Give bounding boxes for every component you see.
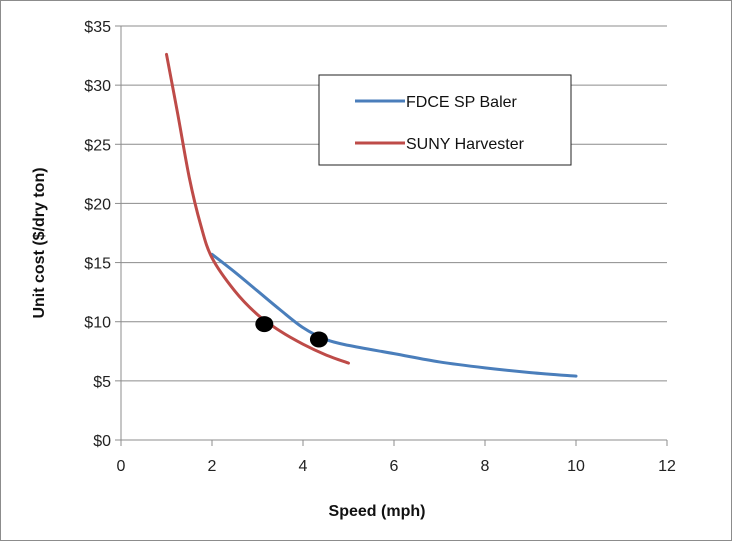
series-lines — [165, 52, 578, 378]
y-tick-label: $10 — [84, 315, 111, 332]
data-point-marker — [309, 331, 328, 348]
y-tick-label: $30 — [84, 78, 111, 95]
legend-label: SUNY Harvester — [406, 136, 525, 153]
data-point-marker — [255, 316, 274, 333]
axes: $0 $5 $10 $15 $20 $25 $30 $35 0 2 4 6 8 10 12 — [84, 19, 676, 475]
x-tick-label: 6 — [390, 458, 399, 475]
y-tick-label: $15 — [84, 256, 111, 273]
y-tick-label: $35 — [84, 19, 111, 36]
x-tick-label: 10 — [567, 458, 585, 475]
x-tick-label: 12 — [658, 458, 676, 475]
x-tick-label: 8 — [481, 458, 490, 475]
legend: FDCE SP Baler SUNY Harvester — [318, 74, 572, 166]
legend-box — [318, 74, 572, 166]
series-line-fdce-sp-baler — [210, 252, 578, 378]
y-tick-label: $25 — [84, 137, 111, 154]
x-tick-label: 4 — [299, 458, 308, 475]
series-line-suny-harvester — [165, 52, 350, 365]
y-tick-label: $0 — [93, 433, 111, 450]
y-tick-label: $5 — [93, 374, 111, 391]
point-markers — [255, 316, 328, 348]
x-axis-title: Speed (mph) — [329, 503, 426, 520]
x-tick-label: 2 — [208, 458, 217, 475]
x-tick-label: 0 — [117, 458, 126, 475]
y-axis-title: Unit cost ($/dry ton) — [31, 167, 48, 318]
y-tick-label: $20 — [84, 196, 111, 213]
legend-label: FDCE SP Baler — [406, 94, 518, 111]
